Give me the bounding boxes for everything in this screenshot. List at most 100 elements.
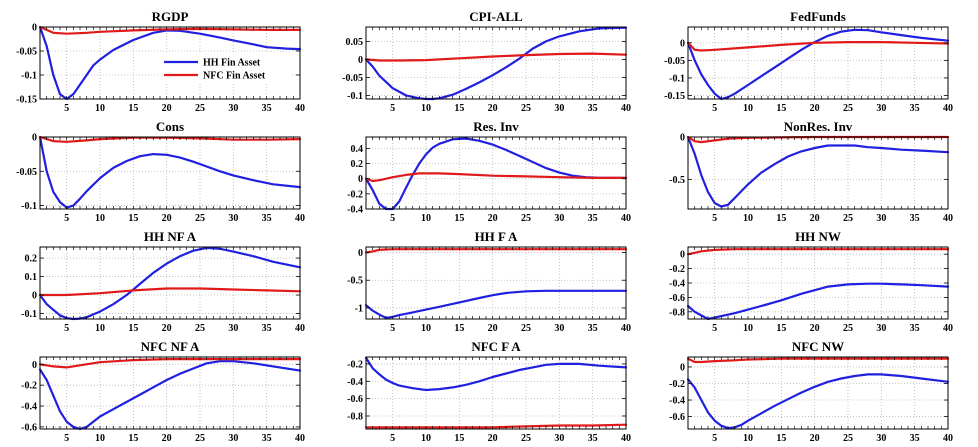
panel-rgdp: RGDP 5 10 15 20 25 30 35 40 0 -0.05 -0.1 -0.15 HH Fin…	[16, 9, 305, 114]
x-tick-label: 40	[295, 103, 305, 114]
y-tick-label: -0.1	[669, 73, 685, 84]
legend-box	[160, 53, 292, 83]
series-line-hh-fin-asset	[364, 289, 628, 319]
x-tick-label: 25	[195, 213, 205, 224]
y-tick-label: -0.2	[669, 379, 685, 390]
series-line-nfc-fin-asset	[364, 423, 628, 429]
y-tick-label: -0.4	[347, 205, 363, 216]
plot-frame	[365, 356, 627, 430]
x-tick-label: 30	[228, 433, 238, 444]
x-tick-label: 20	[810, 213, 820, 224]
y-tick-label: -0.1	[21, 309, 37, 320]
y-tick-label: 0	[358, 248, 363, 259]
x-tick-label: 10	[95, 103, 105, 114]
plot-frame	[687, 136, 949, 210]
panel-nfc-f-a: NFC F A 5 10 15 20 25 30 35 40 -0.2 -0.4 -0.6 -0.8	[347, 339, 631, 444]
series-line-nfc-fin-asset	[686, 248, 950, 256]
plot-frame	[39, 356, 301, 430]
x-tick-label: 10	[421, 213, 431, 224]
x-tick-label: 10	[743, 213, 753, 224]
x-tick-label: 15	[454, 213, 464, 224]
x-tick-label: 20	[162, 213, 172, 224]
x-tick-label: 35	[588, 103, 598, 114]
x-tick-label: 5	[712, 323, 717, 334]
x-tick-label: 35	[588, 213, 598, 224]
series-line-hh-fin-asset	[364, 137, 628, 211]
series-line-nfc-fin-asset	[364, 248, 628, 254]
x-tick-label: 5	[64, 433, 69, 444]
x-tick-label: 20	[162, 103, 172, 114]
y-tick-label: 0	[32, 133, 37, 144]
series-line-hh-fin-asset	[686, 28, 950, 101]
series-line-nfc-fin-asset	[38, 25, 302, 35]
x-tick-label: 15	[454, 433, 464, 444]
x-tick-label: 25	[195, 433, 205, 444]
y-tick-label: 0	[680, 133, 685, 144]
x-tick-label: 10	[95, 213, 105, 224]
x-tick-label: 35	[588, 433, 598, 444]
y-tick-label: -0.8	[347, 411, 363, 422]
x-tick-label: 40	[943, 323, 953, 334]
y-tick-label: -0.6	[669, 412, 685, 423]
y-tick-label: 0	[32, 360, 37, 371]
x-tick-label: 40	[621, 103, 631, 114]
x-tick-label: 15	[454, 323, 464, 334]
plot-frame	[365, 26, 627, 100]
x-tick-label: 30	[876, 323, 886, 334]
plot-frame	[365, 246, 627, 320]
x-tick-label: 5	[64, 103, 69, 114]
x-tick-label: 10	[421, 323, 431, 334]
x-tick-label: 25	[521, 213, 531, 224]
y-tick-label: -0.05	[664, 56, 685, 67]
x-tick-label: 10	[743, 323, 753, 334]
panel-title-cpi-all: CPI-ALL	[469, 9, 523, 24]
panel-hh-nw: HH NW 5 10 15 20 25 30 35 40 0 -0.2 -0.4 -0.6 -0.8	[669, 229, 953, 334]
series-line-nfc-fin-asset	[686, 135, 950, 144]
x-tick-label: 35	[910, 323, 920, 334]
y-tick-label: -0.6	[669, 293, 685, 304]
x-tick-label: 20	[488, 323, 498, 334]
x-tick-label: 30	[554, 433, 564, 444]
series-line-nfc-fin-asset	[364, 172, 628, 183]
x-tick-label: 35	[262, 213, 272, 224]
y-tick-label: 0	[32, 291, 37, 302]
y-tick-label: -0.6	[347, 394, 363, 405]
series-line-nfc-fin-asset	[38, 135, 302, 143]
x-tick-label: 35	[588, 323, 598, 334]
y-tick-label: 0	[358, 174, 363, 185]
x-tick-label: 30	[228, 103, 238, 114]
x-tick-label: 20	[488, 103, 498, 114]
x-tick-label: 15	[128, 433, 138, 444]
y-tick-label: -0.8	[669, 307, 685, 318]
y-tick-label: -1	[355, 303, 363, 314]
series-line-hh-fin-asset	[364, 356, 628, 392]
y-tick-label: 0	[680, 38, 685, 49]
x-tick-label: 10	[743, 433, 753, 444]
legend-label-nfc-fin-asset: NFC Fin Asset	[203, 71, 266, 82]
y-tick-label: -0.2	[347, 189, 363, 200]
panel-title-cons: Cons	[156, 119, 184, 134]
x-tick-label: 25	[521, 103, 531, 114]
x-tick-label: 15	[776, 213, 786, 224]
y-tick-label: -0.1	[347, 91, 363, 102]
plot-frame	[39, 246, 301, 320]
panel-title-nfc-nf-a: NFC NF A	[141, 339, 200, 354]
panel-nfc-nf-a: NFC NF A 5 10 15 20 25 30 35 40 0 -0.2 -0.4 -0.6	[21, 339, 305, 444]
x-tick-label: 40	[943, 103, 953, 114]
y-tick-label: -0.1	[21, 71, 37, 82]
x-tick-label: 20	[488, 213, 498, 224]
series-line-nfc-fin-asset	[38, 287, 302, 297]
x-tick-label: 25	[521, 433, 531, 444]
x-tick-label: 20	[162, 433, 172, 444]
panel-hh-nf-a: HH NF A 5 10 15 20 25 30 35 40 0.2 0.1 0 -0.1	[21, 229, 305, 334]
x-tick-label: 35	[910, 103, 920, 114]
x-tick-label: 20	[810, 433, 820, 444]
y-tick-label: -0.4	[347, 377, 363, 388]
x-tick-label: 10	[95, 323, 105, 334]
panel-title-res-inv: Res. Inv	[473, 119, 519, 134]
y-tick-label: -0.5	[347, 276, 363, 287]
x-tick-label: 30	[228, 213, 238, 224]
panel-nfc-nw: NFC NW 5 10 15 20 25 30 35 40 0 -0.2 -0.4 -0.6	[669, 339, 953, 444]
plot-frame	[687, 26, 949, 100]
series-line-hh-fin-asset	[686, 373, 950, 430]
